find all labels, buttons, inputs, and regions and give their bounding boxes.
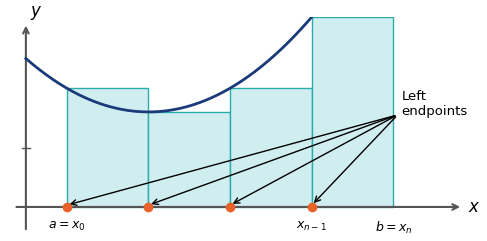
Text: y: y <box>31 2 41 20</box>
Text: $a = x_0$: $a = x_0$ <box>48 220 85 233</box>
Bar <box>67 88 149 207</box>
Bar <box>149 112 230 207</box>
Text: $x_{n-1}$: $x_{n-1}$ <box>297 220 327 233</box>
Text: x: x <box>468 198 479 216</box>
Text: $b = x_n$: $b = x_n$ <box>375 220 412 236</box>
Bar <box>230 88 312 207</box>
Bar <box>312 17 393 207</box>
Text: Left
endpoints: Left endpoints <box>402 90 468 118</box>
